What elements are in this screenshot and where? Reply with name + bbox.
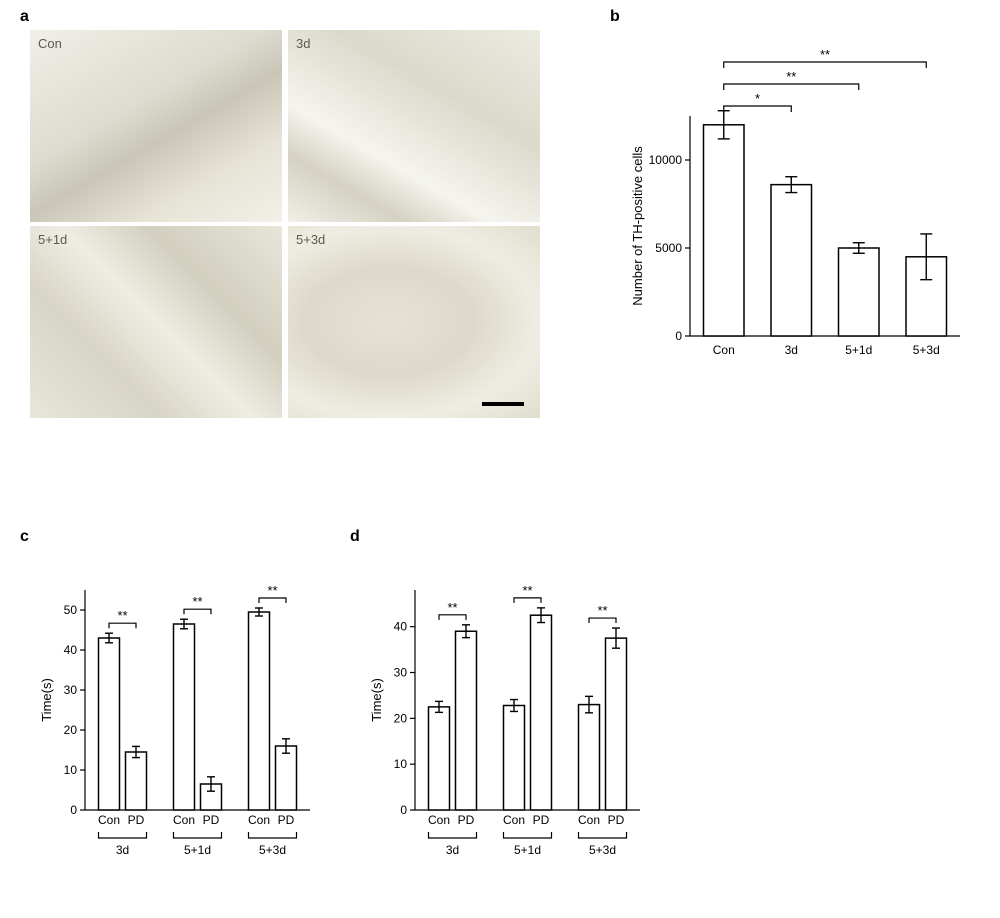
- svg-text:PD: PD: [278, 813, 295, 827]
- svg-text:Con: Con: [578, 813, 600, 827]
- scale-bar: [482, 402, 524, 406]
- panel-label-d: d: [350, 528, 360, 546]
- svg-text:PD: PD: [533, 813, 550, 827]
- svg-text:Con: Con: [98, 813, 120, 827]
- svg-text:PD: PD: [608, 813, 625, 827]
- svg-text:5+1d: 5+1d: [184, 843, 211, 857]
- svg-text:50: 50: [64, 603, 78, 617]
- svg-text:PD: PD: [128, 813, 145, 827]
- svg-text:**: **: [117, 608, 127, 623]
- micrograph-label: Con: [38, 36, 62, 51]
- svg-text:10000: 10000: [649, 153, 683, 167]
- svg-text:**: **: [597, 603, 607, 618]
- svg-text:**: **: [192, 594, 202, 609]
- micrograph-label: 5+3d: [296, 232, 325, 247]
- svg-text:10: 10: [64, 763, 78, 777]
- svg-text:5+3d: 5+3d: [589, 843, 616, 857]
- panel-a-micrographs: Con 3d 5+1d 5+3d: [30, 30, 542, 418]
- svg-text:3d: 3d: [785, 343, 798, 357]
- svg-text:Time(s): Time(s): [369, 678, 384, 722]
- svg-text:Con: Con: [713, 343, 735, 357]
- svg-text:*: *: [755, 91, 760, 106]
- svg-text:Con: Con: [428, 813, 450, 827]
- panel-label-c: c: [20, 528, 29, 546]
- panel-label-a: a: [20, 8, 29, 26]
- panel-c-chart: 0 10 20 30 40 50 Time(s) Con PD ** 3d Con PD ** 5+1d Co…: [30, 550, 330, 880]
- svg-text:5+3d: 5+3d: [913, 343, 940, 357]
- svg-text:Time(s): Time(s): [39, 678, 54, 722]
- svg-text:Number of TH-positive cells: Number of TH-positive cells: [630, 146, 645, 306]
- svg-text:10: 10: [394, 757, 408, 771]
- micrograph-label: 5+1d: [38, 232, 67, 247]
- svg-text:40: 40: [64, 643, 78, 657]
- svg-text:**: **: [786, 69, 796, 84]
- svg-text:20: 20: [64, 723, 78, 737]
- svg-text:0: 0: [675, 329, 682, 343]
- micrograph-5p3d: 5+3d: [288, 226, 540, 418]
- svg-text:30: 30: [394, 666, 408, 680]
- svg-text:Con: Con: [173, 813, 195, 827]
- svg-text:**: **: [267, 583, 277, 598]
- svg-text:0: 0: [70, 803, 77, 817]
- micrograph-3d: 3d: [288, 30, 540, 222]
- micrograph-label: 3d: [296, 36, 310, 51]
- panel-label-b: b: [610, 8, 620, 26]
- panel-d-chart: 0 10 20 30 40 Time(s) Con PD ** 3d Con PD ** 5+1d Con P…: [360, 550, 660, 880]
- svg-text:5+3d: 5+3d: [259, 843, 286, 857]
- svg-text:40: 40: [394, 620, 408, 634]
- svg-text:**: **: [522, 583, 532, 598]
- svg-text:3d: 3d: [446, 843, 459, 857]
- svg-text:**: **: [820, 47, 830, 62]
- svg-text:Con: Con: [503, 813, 525, 827]
- svg-text:30: 30: [64, 683, 78, 697]
- svg-text:**: **: [447, 600, 457, 615]
- svg-text:PD: PD: [203, 813, 220, 827]
- svg-text:0: 0: [400, 803, 407, 817]
- svg-text:5+1d: 5+1d: [514, 843, 541, 857]
- panel-b-chart: 0 5000 10000 Number of TH-positive cells Con…: [620, 36, 980, 376]
- svg-text:5+1d: 5+1d: [845, 343, 872, 357]
- svg-text:3d: 3d: [116, 843, 129, 857]
- svg-text:PD: PD: [458, 813, 475, 827]
- svg-text:Con: Con: [248, 813, 270, 827]
- svg-text:5000: 5000: [655, 241, 682, 255]
- svg-text:20: 20: [394, 711, 408, 725]
- micrograph-5p1d: 5+1d: [30, 226, 282, 418]
- micrograph-con: Con: [30, 30, 282, 222]
